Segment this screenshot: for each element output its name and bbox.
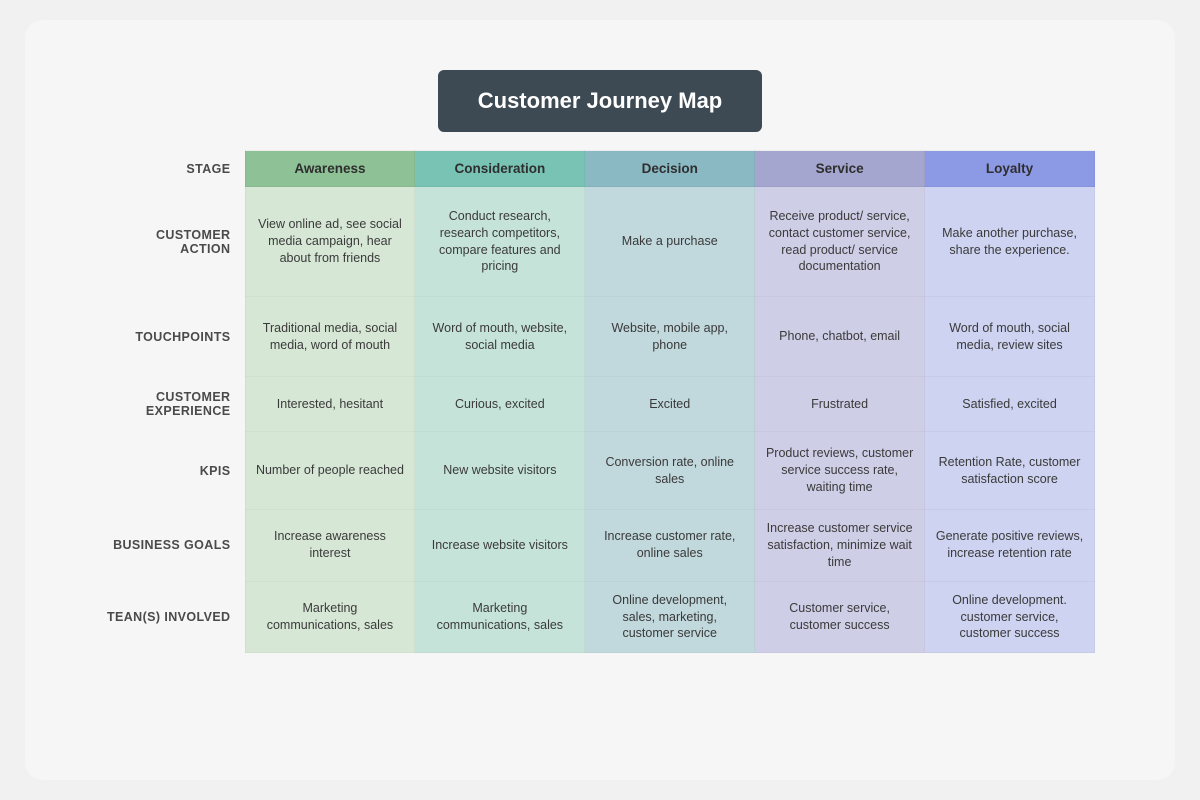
stage-row-label: STAGE xyxy=(105,151,245,187)
cell: Increase website visitors xyxy=(415,510,585,582)
cell: Increase customer service satisfaction, … xyxy=(755,510,925,582)
stage-head-consideration: Consideration xyxy=(415,151,585,187)
cell: Receive product/ service, contact custom… xyxy=(755,187,925,297)
table-row: BUSINESS GOALSIncrease awareness interes… xyxy=(105,510,1095,582)
cell: Number of people reached xyxy=(245,432,415,510)
row-label: CUSTOMER ACTION xyxy=(105,187,245,297)
cell: Word of mouth, social media, review site… xyxy=(925,297,1095,377)
journey-table-body: CUSTOMER ACTIONView online ad, see socia… xyxy=(105,187,1095,653)
cell: Generate positive reviews, increase rete… xyxy=(925,510,1095,582)
cell: Word of mouth, website, social media xyxy=(415,297,585,377)
table-row: TEAN(S) INVOLVEDMarketing communications… xyxy=(105,581,1095,653)
cell: Satisfied, excited xyxy=(925,377,1095,432)
table-row: CUSTOMER EXPERIENCEInterested, hesitantC… xyxy=(105,377,1095,432)
row-label: TEAN(S) INVOLVED xyxy=(105,581,245,653)
journey-table: STAGE Awareness Consideration Decision S… xyxy=(105,150,1095,653)
cell: Customer service, customer success xyxy=(755,581,925,653)
row-label: BUSINESS GOALS xyxy=(105,510,245,582)
cell: Increase customer rate, online sales xyxy=(585,510,755,582)
cell: Marketing communications, sales xyxy=(245,581,415,653)
cell: Interested, hesitant xyxy=(245,377,415,432)
stage-head-loyalty: Loyalty xyxy=(925,151,1095,187)
cell: Conduct research, research competitors, … xyxy=(415,187,585,297)
table-row: CUSTOMER ACTIONView online ad, see socia… xyxy=(105,187,1095,297)
stage-head-awareness: Awareness xyxy=(245,151,415,187)
table-row: KPISNumber of people reachedNew website … xyxy=(105,432,1095,510)
row-label: TOUCHPOINTS xyxy=(105,297,245,377)
cell: Frustrated xyxy=(755,377,925,432)
stage-head-decision: Decision xyxy=(585,151,755,187)
cell: Excited xyxy=(585,377,755,432)
cell: New website visitors xyxy=(415,432,585,510)
cell: Marketing communications, sales xyxy=(415,581,585,653)
cell: Traditional media, social media, word of… xyxy=(245,297,415,377)
row-label: CUSTOMER EXPERIENCE xyxy=(105,377,245,432)
cell: View online ad, see social media campaig… xyxy=(245,187,415,297)
cell: Increase awareness interest xyxy=(245,510,415,582)
stage-header-row: STAGE Awareness Consideration Decision S… xyxy=(105,151,1095,187)
cell: Online development, sales, marketing, cu… xyxy=(585,581,755,653)
row-label: KPIS xyxy=(105,432,245,510)
map-title: Customer Journey Map xyxy=(438,70,763,132)
cell: Curious, excited xyxy=(415,377,585,432)
stage-head-service: Service xyxy=(755,151,925,187)
table-row: TOUCHPOINTSTraditional media, social med… xyxy=(105,297,1095,377)
cell: Phone, chatbot, email xyxy=(755,297,925,377)
cell: Website, mobile app, phone xyxy=(585,297,755,377)
cell: Retention Rate, customer satisfaction sc… xyxy=(925,432,1095,510)
cell: Make another purchase, share the experie… xyxy=(925,187,1095,297)
cell: Product reviews, customer service succes… xyxy=(755,432,925,510)
journey-map-card: Customer Journey Map STAGE Awareness Con… xyxy=(25,20,1175,780)
cell: Conversion rate, online sales xyxy=(585,432,755,510)
cell: Make a purchase xyxy=(585,187,755,297)
cell: Online development. customer service, cu… xyxy=(925,581,1095,653)
